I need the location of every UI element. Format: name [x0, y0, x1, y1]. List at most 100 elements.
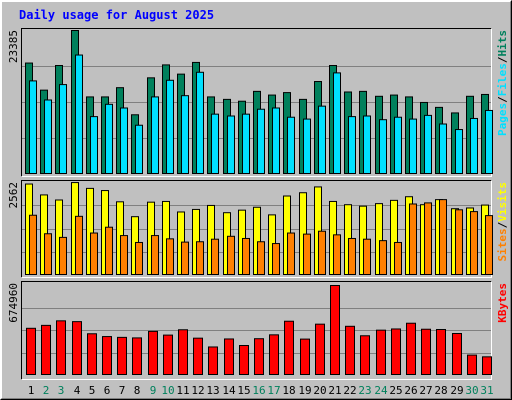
- bar-kbytes-day-15: [239, 344, 249, 376]
- x-tick-label-day-4: 4: [74, 384, 81, 397]
- bar-sites-day-21: [333, 234, 341, 276]
- bar-sites-day-19: [303, 233, 311, 276]
- bar-sites-day-31: [485, 215, 493, 276]
- legend-top-part-5: Hits: [496, 30, 509, 57]
- bar-sites-day-28: [439, 199, 447, 275]
- chart-title: Daily usage for August 2025: [19, 8, 214, 22]
- bar-files-day-31: [485, 109, 493, 174]
- chart-panels: 23385Pages/Files/Hits2562Sites/Visits674…: [7, 28, 509, 380]
- bar-sites-day-27: [424, 202, 432, 275]
- bar-files-day-17: [272, 107, 280, 174]
- bar-files-day-10: [166, 79, 174, 174]
- panel-middle-legend: Sites/Visits: [496, 182, 509, 262]
- x-tick-label-day-27: 27: [419, 384, 432, 397]
- x-tick-label-day-13: 13: [206, 384, 219, 397]
- legend-top-part-1: Pages: [496, 103, 509, 136]
- bar-kbytes-day-31: [482, 356, 492, 375]
- bar-files-day-9: [151, 96, 159, 174]
- panel-middle: 2562 Sites/Visits: [7, 180, 509, 278]
- bar-kbytes-day-29: [452, 332, 462, 375]
- x-tick-label-day-19: 19: [298, 384, 311, 397]
- bar-files-day-24: [379, 119, 387, 175]
- x-tick-label-day-8: 8: [134, 384, 141, 397]
- bar-files-day-12: [196, 71, 204, 174]
- bar-files-day-22: [348, 116, 356, 175]
- bar-files-day-27: [424, 114, 432, 175]
- bar-kbytes-day-16: [254, 338, 264, 375]
- bar-kbytes-day-12: [193, 337, 203, 376]
- bar-kbytes-day-30: [467, 354, 477, 375]
- bar-sites-day-7: [120, 235, 128, 275]
- bar-sites-day-5: [90, 232, 98, 276]
- bar-kbytes-day-22: [345, 325, 355, 376]
- bar-kbytes-day-3: [56, 320, 66, 376]
- bar-files-day-28: [439, 123, 447, 175]
- bar-sites-day-16: [257, 241, 265, 275]
- legend-middle-part-3: Visits: [496, 182, 509, 222]
- x-tick-label-day-18: 18: [282, 384, 295, 397]
- bar-sites-day-15: [242, 237, 250, 276]
- bar-sites-day-1: [29, 214, 37, 275]
- x-tick-label-day-12: 12: [191, 384, 204, 397]
- x-tick-label-day-25: 25: [389, 384, 402, 397]
- bar-files-day-19: [303, 118, 311, 174]
- bar-files-day-11: [181, 95, 189, 174]
- bar-kbytes-day-11: [178, 329, 188, 375]
- x-tick-label-day-20: 20: [313, 384, 326, 397]
- bar-kbytes-day-23: [360, 335, 370, 375]
- bar-sites-day-11: [181, 241, 189, 276]
- bar-files-day-8: [135, 124, 143, 175]
- x-tick-label-day-15: 15: [237, 384, 250, 397]
- bar-sites-day-10: [166, 238, 174, 275]
- x-tick-label-day-3: 3: [58, 384, 65, 397]
- bar-kbytes-day-7: [117, 336, 127, 376]
- bar-kbytes-day-24: [376, 329, 386, 375]
- x-tick-label-day-31: 31: [480, 384, 493, 397]
- bar-kbytes-day-26: [406, 322, 416, 375]
- x-tick-label-day-5: 5: [89, 384, 96, 397]
- bar-sites-day-17: [272, 243, 280, 276]
- bar-kbytes-day-20: [315, 323, 325, 376]
- bar-sites-day-26: [409, 203, 417, 275]
- legend-top-part-4: /: [496, 56, 509, 63]
- x-tick-label-day-22: 22: [343, 384, 356, 397]
- bar-files-day-30: [470, 117, 478, 174]
- panel-middle-border-light: [21, 180, 492, 278]
- bar-files-day-25: [394, 116, 402, 174]
- bar-files-day-15: [242, 113, 250, 174]
- bar-files-day-1: [29, 80, 37, 174]
- x-tick-label-day-7: 7: [119, 384, 126, 397]
- bar-sites-day-22: [348, 237, 356, 276]
- panel-bottom: 674960 KBytes: [7, 281, 509, 380]
- bar-sites-day-6: [105, 226, 113, 276]
- bar-kbytes-day-17: [269, 334, 279, 376]
- x-tick-label-day-30: 30: [465, 384, 478, 397]
- bar-kbytes-day-6: [102, 336, 112, 376]
- panel-bottom-border-light: [21, 281, 492, 380]
- bar-sites-day-12: [196, 241, 204, 275]
- panel-top-ymax-label: 23385: [7, 30, 20, 63]
- bar-sites-day-30: [470, 211, 478, 275]
- bar-sites-day-2: [44, 233, 52, 275]
- bar-files-day-5: [90, 116, 98, 175]
- panel-bottom-legend: KBytes: [496, 283, 509, 323]
- bar-files-day-6: [105, 103, 113, 174]
- bar-files-day-23: [363, 115, 371, 174]
- bar-sites-day-23: [363, 238, 371, 276]
- bar-sites-day-18: [287, 232, 295, 276]
- panel-bottom-border-dark: [21, 281, 492, 380]
- legend-top-part-3: Files: [496, 63, 509, 96]
- x-tick-label-day-17: 17: [267, 384, 280, 397]
- x-tick-label-day-28: 28: [434, 384, 447, 397]
- bar-sites-day-14: [227, 235, 235, 275]
- bar-files-day-29: [455, 129, 463, 175]
- bar-sites-day-24: [379, 240, 387, 275]
- panel-top-border-dark: [21, 28, 492, 177]
- bar-kbytes-day-10: [163, 334, 173, 375]
- x-tick-label-day-2: 2: [43, 384, 50, 397]
- bar-kbytes-day-5: [87, 333, 97, 375]
